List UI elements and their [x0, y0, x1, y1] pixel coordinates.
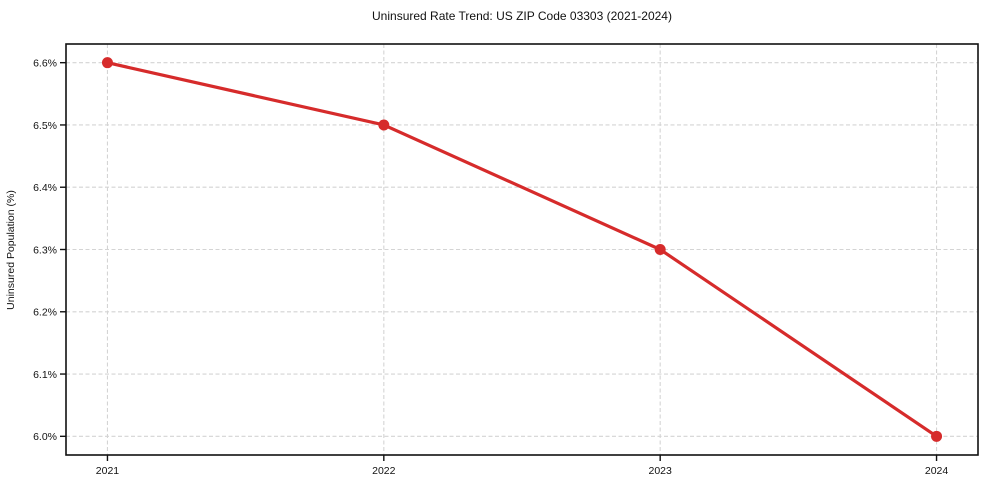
y-axis-label: Uninsured Population (%): [5, 190, 17, 310]
y-tick-label: 6.3%: [33, 244, 57, 256]
data-point: [378, 119, 390, 131]
data-point: [931, 430, 943, 442]
y-tick-label: 6.2%: [33, 307, 57, 319]
x-tick-label: 2024: [925, 465, 949, 477]
y-tick-label: 6.6%: [33, 57, 57, 69]
x-tick-label: 2022: [372, 465, 396, 477]
axis-ticks: 6.0% 6.1% 6.2% 6.3% 6.4% 6.5% 6.6% 2021 2022 2023…: [33, 57, 948, 477]
y-tick-label: 6.5%: [33, 120, 57, 132]
y-tick-label: 6.4%: [33, 182, 57, 194]
y-tick-label: 6.0%: [33, 431, 57, 443]
trend-line: [105, 61, 939, 438]
data-point: [654, 244, 666, 255]
data-point: [101, 57, 113, 69]
chart-title: Uninsured Rate Trend: US ZIP Code 03303 …: [372, 9, 672, 23]
x-tick-label: 2023: [649, 465, 673, 477]
plot-border: [65, 43, 979, 456]
y-tick-label: 6.1%: [33, 369, 57, 381]
gridlines: [66, 44, 978, 455]
trend-series: [101, 57, 943, 442]
x-tick-label: 2021: [96, 465, 120, 477]
